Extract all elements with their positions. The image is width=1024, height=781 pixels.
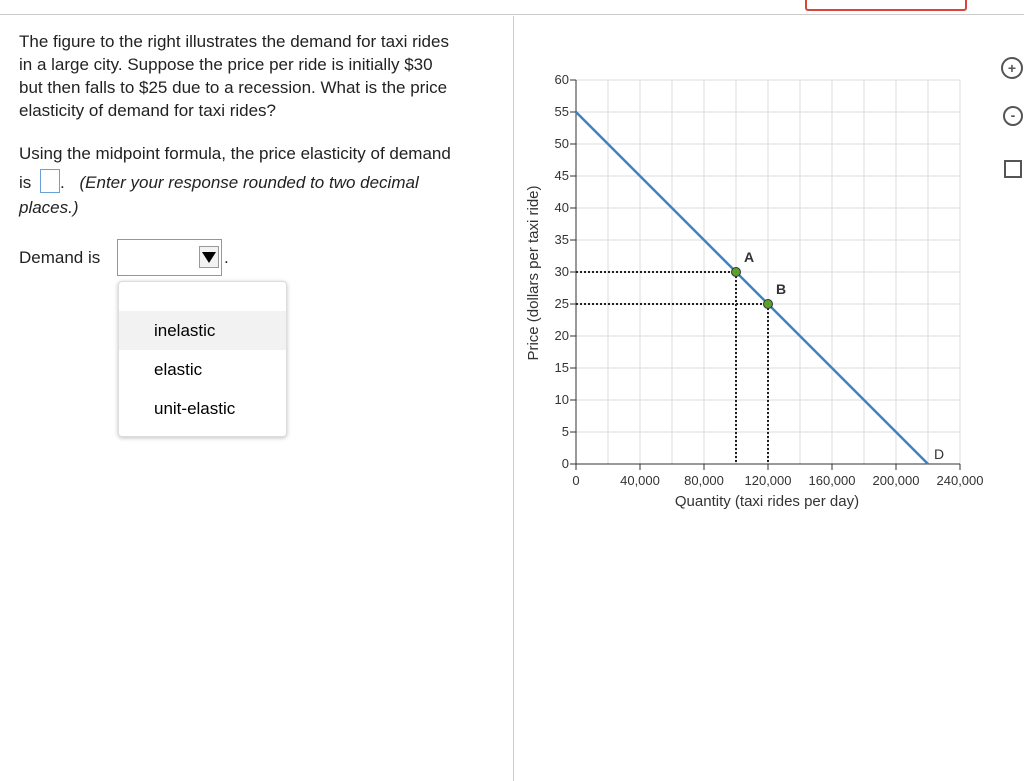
y-tick-label: 20 bbox=[555, 328, 569, 343]
dropdown[interactable] bbox=[117, 239, 222, 276]
series-label: D bbox=[934, 446, 944, 462]
y-tick-label: 30 bbox=[555, 264, 569, 279]
text: . bbox=[224, 248, 229, 267]
y-tick-label: 50 bbox=[555, 136, 569, 151]
x-tick-label: 40,000 bbox=[620, 473, 660, 488]
demand-line bbox=[575, 111, 929, 465]
zoom-out[interactable]: - bbox=[1003, 106, 1023, 126]
x-tick-label: 120,000 bbox=[745, 473, 792, 488]
dropdown-option[interactable]: unit-elastic bbox=[154, 399, 236, 418]
x-tick-label: 200,000 bbox=[873, 473, 920, 488]
y-tick-label: 10 bbox=[555, 392, 569, 407]
question-line: in a large city. Suppose the price per r… bbox=[19, 55, 433, 74]
y-tick-label: 15 bbox=[555, 360, 569, 375]
y-tick-label: 60 bbox=[555, 72, 569, 87]
y-tick-label: 40 bbox=[555, 200, 569, 215]
top-rule bbox=[0, 14, 1024, 15]
question-text: The figure to the right illustrates the … bbox=[19, 30, 449, 122]
dropdown-option[interactable]: inelastic bbox=[119, 311, 286, 350]
x-tick-label: 0 bbox=[572, 473, 579, 488]
text: . bbox=[60, 173, 65, 192]
point bbox=[763, 299, 773, 309]
y-tick-label: 55 bbox=[555, 104, 569, 119]
zoom-in[interactable]: + bbox=[1001, 57, 1023, 79]
dropdown-menu: inelastic elastic unit-elastic bbox=[118, 281, 287, 437]
top-button[interactable] bbox=[805, 0, 967, 11]
point-label: A bbox=[744, 249, 754, 265]
dropdown-option[interactable]: elastic bbox=[154, 360, 203, 379]
y-tick-label: 25 bbox=[555, 296, 569, 311]
x-axis-label: Quantity (taxi rides per day) bbox=[675, 493, 859, 510]
y-tick-label: 45 bbox=[555, 168, 569, 183]
prompt-line: is . (Enter your response rounded to two… bbox=[19, 169, 419, 194]
divider bbox=[513, 16, 514, 781]
point-label: B bbox=[776, 281, 786, 297]
popout[interactable] bbox=[1004, 160, 1022, 178]
x-tick-label: 240,000 bbox=[937, 473, 984, 488]
demand-label: Demand is bbox=[19, 248, 101, 267]
x-tick-label: 80,000 bbox=[684, 473, 724, 488]
y-tick-label: 35 bbox=[555, 232, 569, 247]
y-tick-label: 0 bbox=[562, 456, 569, 471]
text: is bbox=[19, 173, 32, 192]
chart: Price (dollars per taxi ride) Quantity (… bbox=[525, 72, 984, 510]
prompt-line: Using the midpoint formula, the price el… bbox=[19, 144, 451, 163]
question-line: elasticity of demand for taxi rides? bbox=[19, 101, 277, 120]
question-line: but then falls to $25 due to a recession… bbox=[19, 78, 448, 97]
question-line: The figure to the right illustrates the … bbox=[19, 32, 449, 51]
dropdown-arrow[interactable] bbox=[199, 246, 219, 268]
instruction: places.) bbox=[19, 198, 79, 217]
point bbox=[731, 267, 741, 277]
instruction: (Enter your response rounded to two deci… bbox=[79, 173, 419, 192]
instruction: places.) bbox=[19, 196, 79, 219]
y-tick-label: 5 bbox=[562, 424, 569, 439]
y-axis-label: Price (dollars per taxi ride) bbox=[525, 185, 542, 360]
x-tick-label: 160,000 bbox=[809, 473, 856, 488]
answer-box[interactable] bbox=[40, 169, 61, 193]
